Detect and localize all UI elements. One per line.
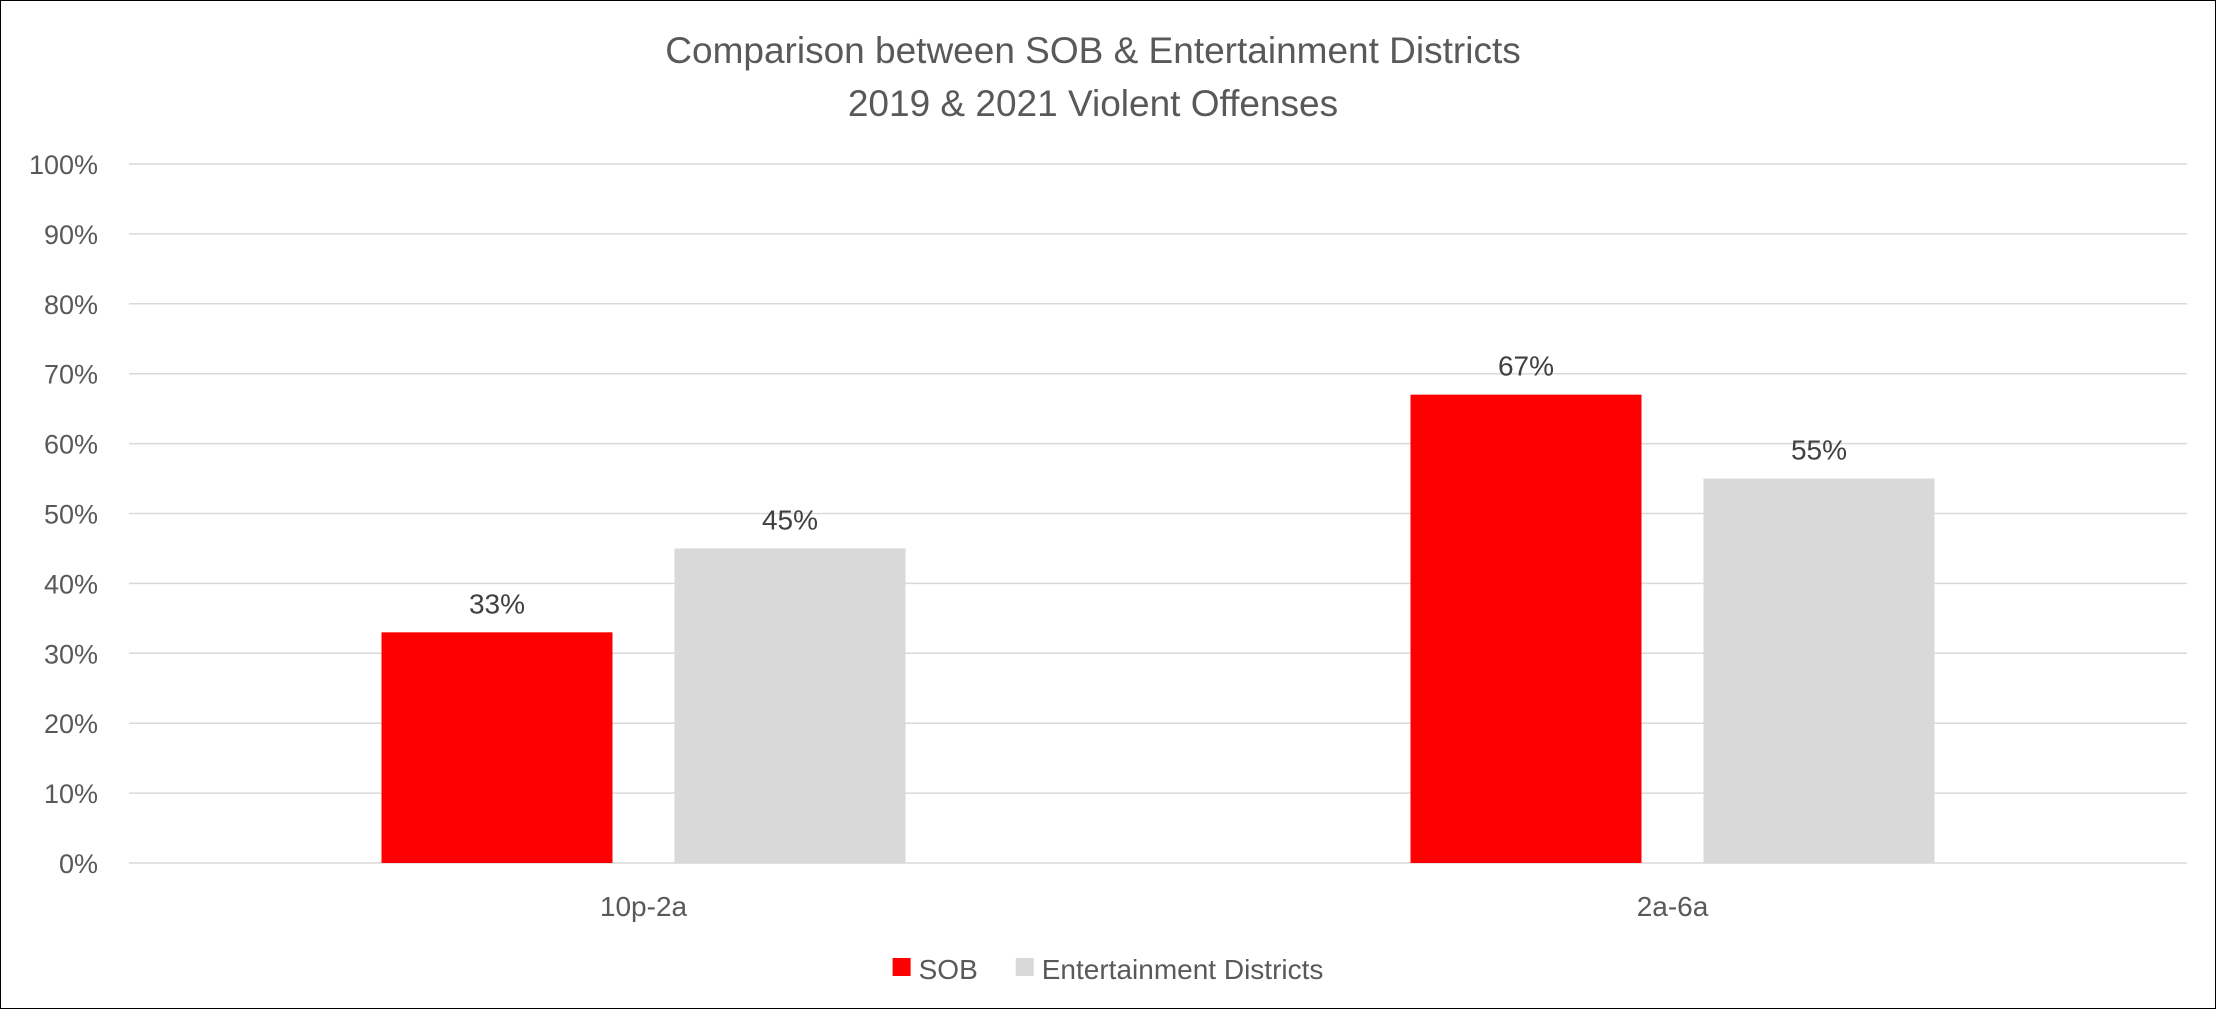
- legend-swatch-entertainment-districts: [1015, 958, 1034, 976]
- y-tick-label: 20%: [44, 709, 98, 739]
- legend-label: Entertainment Districts: [1042, 954, 1324, 985]
- y-tick-label: 60%: [44, 430, 98, 460]
- y-tick-label: 10%: [44, 779, 98, 809]
- bar-entertainment-districts-1: [674, 548, 906, 863]
- x-category-label: 2a-6a: [1637, 891, 1709, 922]
- chart-subtitle: 2019 & 2021 Violent Offenses: [848, 83, 1338, 124]
- y-tick-label: 90%: [44, 220, 98, 250]
- y-axis-tick-labels: 0% 10% 20% 30% 40% 50% 60% 70% 80% 90% 100%: [29, 150, 98, 879]
- legend-swatch-sob: [892, 958, 911, 976]
- bar-sob-1: [381, 632, 613, 863]
- y-tick-label: 0%: [59, 849, 98, 879]
- data-label: 45%: [762, 504, 818, 535]
- y-tick-label: 80%: [44, 290, 98, 320]
- y-tick-label: 50%: [44, 500, 98, 530]
- legend: SOB Entertainment Districts: [892, 954, 1324, 985]
- data-label: 33%: [469, 588, 525, 619]
- data-labels: 33% 45% 67% 55%: [469, 351, 1847, 620]
- y-tick-label: 100%: [29, 150, 98, 180]
- y-tick-label: 40%: [44, 569, 98, 599]
- data-label: 67%: [1498, 351, 1554, 382]
- bar-sob-2: [1410, 394, 1642, 863]
- bar-entertainment-districts-2: [1703, 478, 1935, 863]
- x-category-label: 10p-2a: [600, 891, 688, 922]
- bars: [381, 394, 1935, 863]
- legend-label: SOB: [919, 954, 978, 985]
- y-tick-label: 30%: [44, 639, 98, 669]
- chart-title: Comparison between SOB & Entertainment D…: [665, 30, 1520, 71]
- data-label: 55%: [1791, 435, 1847, 466]
- x-axis-category-labels: 10p-2a 2a-6a: [600, 891, 1709, 922]
- y-tick-label: 70%: [44, 360, 98, 390]
